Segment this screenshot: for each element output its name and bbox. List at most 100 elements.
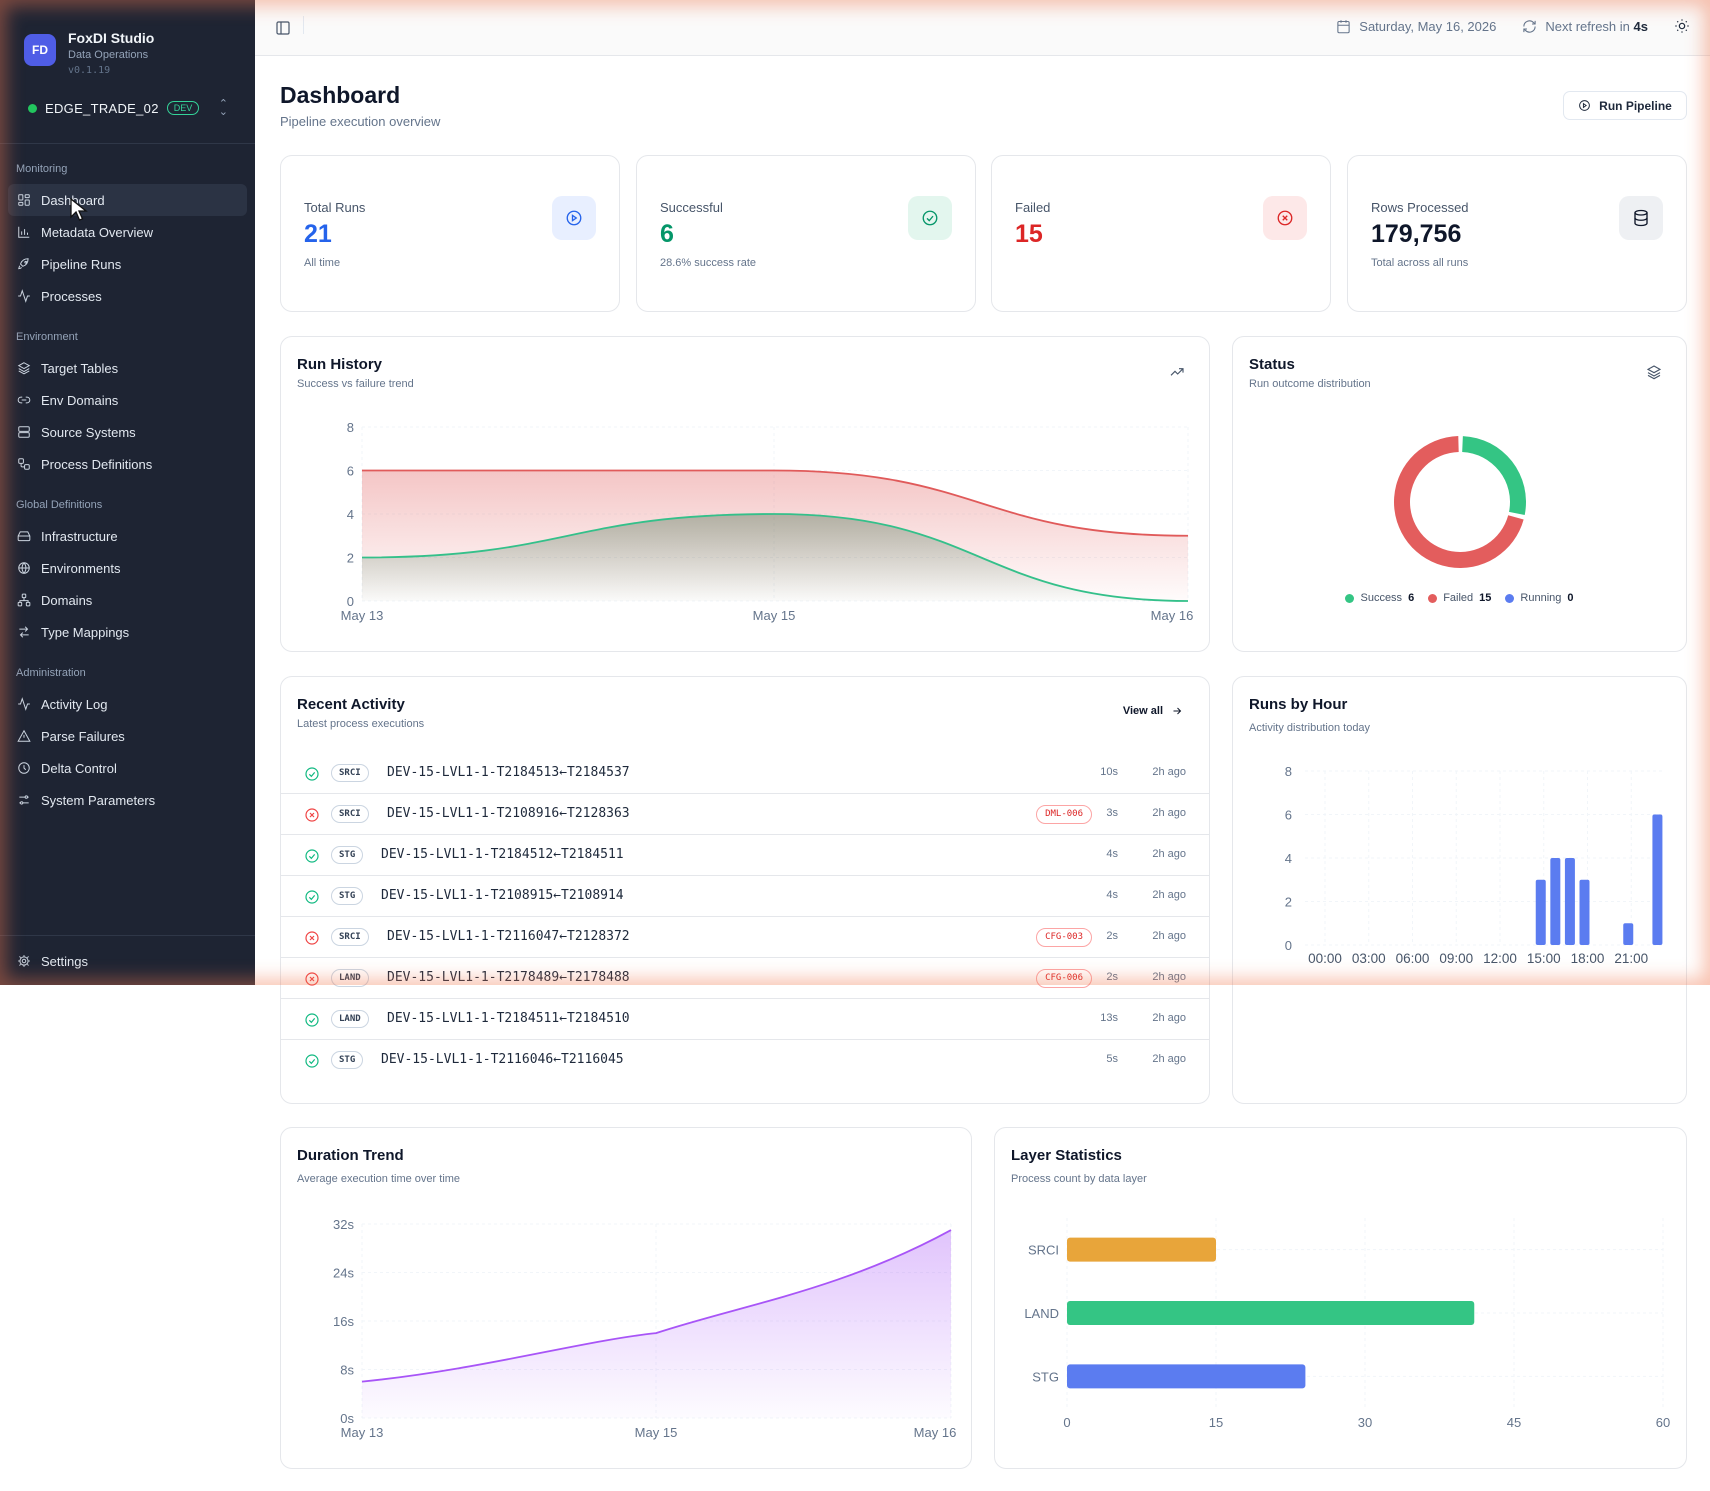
activity-row[interactable]: LAND DEV-15-LVL1-1-T2184511←T2184510 13s… [281, 999, 1209, 1040]
sidebar-toggle-icon[interactable] [275, 20, 291, 36]
run-history-chart: 0 2 4 6 8 May 13 May 15 May 16 [341, 420, 1194, 623]
dashboard-icon [18, 194, 30, 206]
run-history-card: Run History Success vs failure trend 0 2 4… [280, 336, 1210, 652]
sidebar-item-target-tables[interactable]: Target Tables [8, 352, 247, 384]
workflow-icon [18, 458, 30, 470]
sidebar-item-system-parameters[interactable]: System Parameters [8, 784, 247, 816]
x-circle-icon [304, 971, 320, 987]
sidebar-item-label: Infrastructure [41, 528, 118, 544]
layers-icon [17, 362, 31, 375]
sidebar-item-metadata-overview[interactable]: Metadata Overview [8, 216, 247, 248]
x-circle-icon [1277, 210, 1293, 226]
duration-trend-chart: 0s 8s 16s 24s 32s May 13 May 15 May 16 [333, 1217, 956, 1440]
y-tick-label: 32s [333, 1217, 354, 1232]
refresh-indicator[interactable]: Next refresh in 4s [1522, 19, 1648, 34]
stat-label: Failed [1015, 200, 1051, 215]
y-tick-label: 0 [347, 594, 354, 609]
recent-activity-subtitle: Latest process executions [297, 718, 425, 730]
sidebar-item-infrastructure[interactable]: Infrastructure [8, 520, 247, 552]
legend-label: Success [1360, 592, 1403, 604]
theme-toggle-icon[interactable] [1674, 18, 1690, 34]
check-circle-icon [304, 1053, 320, 1069]
layer-badge: STG [331, 1051, 364, 1069]
sidebar-item-label: Env Domains [41, 392, 119, 408]
view-all-link[interactable]: View all [1123, 705, 1183, 717]
activity-row[interactable]: STG DEV-15-LVL1-1-T2108915←T2108914 4s 2… [281, 876, 1209, 917]
sidebar-divider [0, 143, 255, 144]
stat-note: Total across all runs [1371, 257, 1469, 269]
nav-section-label: Administration [16, 667, 86, 679]
sidebar-item-label: Environments [41, 560, 121, 576]
y-tick-label: SRCI [1028, 1243, 1059, 1258]
y-tick-label: 4 [347, 507, 354, 522]
hour-bar [1623, 923, 1634, 945]
sidebar-item-label: Delta Control [41, 760, 117, 776]
sidebar-item-type-mappings[interactable]: Type Mappings [8, 616, 247, 648]
sidebar-nav: Monitoring Dashboard Metadata Overview P… [8, 158, 247, 816]
check-circle-icon [304, 848, 320, 864]
x-tick-label: May 16 [1151, 608, 1194, 623]
layer-badge: STG [331, 846, 364, 864]
run-duration: 13s [1100, 1012, 1118, 1024]
process-name: DEV-15-LVL1-1-T2184511←T2184510 [387, 1011, 630, 1026]
play-circle-icon [1579, 100, 1591, 111]
brand-version: v0.1.19 [68, 65, 111, 76]
activity-row[interactable]: SRCI DEV-15-LVL1-1-T2116047←T2128372 CFG… [281, 917, 1209, 958]
activity-row[interactable]: LAND DEV-15-LVL1-1-T2178489←T2178488 CFG… [281, 958, 1209, 999]
sidebar-item-source-systems[interactable]: Source Systems [8, 416, 247, 448]
sidebar-item-pipeline-runs[interactable]: Pipeline Runs [8, 248, 247, 280]
topbar-separator [303, 16, 304, 34]
arrows-swap-icon [19, 626, 29, 638]
page-subtitle: Pipeline execution overview [280, 114, 441, 129]
trending-up-icon [1169, 364, 1185, 380]
current-date: Saturday, May 16, 2026 [1336, 19, 1496, 34]
activity-row[interactable]: SRCI DEV-15-LVL1-1-T2184513←T2184537 10s… [281, 753, 1209, 794]
activity-list: SRCI DEV-15-LVL1-1-T2184513←T2184537 10s… [281, 753, 1209, 1081]
sidebar-item-delta-control[interactable]: Delta Control [8, 752, 247, 784]
runs-by-hour-chart: 0 2 4 6 8 00:00 03:00 06:00 09:00 12:00 15:00 18:00… [1285, 764, 1665, 966]
layer-badge: LAND [331, 969, 369, 987]
sidebar-item-settings[interactable]: Settings [8, 945, 247, 977]
nav-section-label: Global Definitions [16, 499, 103, 511]
sidebar-item-environments[interactable]: Environments [8, 552, 247, 584]
x-tick-label: May 13 [341, 1425, 384, 1440]
sidebar-item-activity-log[interactable]: Activity Log [8, 688, 247, 720]
sidebar-item-label: Metadata Overview [41, 224, 153, 240]
sidebar-item-parse-failures[interactable]: Parse Failures [8, 720, 247, 752]
current-date-text: Saturday, May 16, 2026 [1359, 18, 1497, 34]
refresh-icon [1523, 19, 1537, 33]
activity-row[interactable]: SRCI DEV-15-LVL1-1-T2108916←T2128363 DML… [281, 794, 1209, 835]
sidebar-item-process-definitions[interactable]: Process Definitions [8, 448, 247, 480]
legend-item-success: Success 6 [1345, 592, 1414, 604]
legend-label: Failed [1443, 592, 1474, 604]
activity-row[interactable]: STG DEV-15-LVL1-1-T2184512←T2184511 4s 2… [281, 835, 1209, 876]
process-name: DEV-15-LVL1-1-T2108916←T2128363 [387, 806, 630, 821]
activity-row[interactable]: STG DEV-15-LVL1-1-T2116046←T2116045 5s 2… [281, 1040, 1209, 1081]
stat-value: 15 [1015, 220, 1043, 248]
globe-icon [18, 562, 30, 574]
sidebar-item-dashboard[interactable]: Dashboard [8, 184, 247, 216]
y-tick-label: 6 [1285, 808, 1292, 823]
layer-badge: LAND [331, 1010, 369, 1028]
layer-statistics-chart: 0 15 30 45 60 SRCI LAND STG [1024, 1218, 1670, 1430]
sidebar-item-processes[interactable]: Processes [8, 280, 247, 312]
status-legend: Success 6 Failed 15 Running 0 [1233, 592, 1686, 604]
environment-status-dot [28, 103, 37, 113]
sidebar-item-label: Processes [41, 288, 102, 304]
legend-label: Running [1520, 592, 1562, 604]
status-title: Status [1249, 356, 1295, 373]
check-circle-icon [304, 889, 320, 905]
x-tick-label: May 13 [341, 608, 384, 623]
layer-badge: STG [331, 887, 364, 905]
sidebar-item-domains[interactable]: Domains [8, 584, 247, 616]
check-circle-icon [304, 766, 320, 782]
x-tick-label: 60 [1656, 1415, 1670, 1430]
status-card: Status Run outcome distribution Success … [1232, 336, 1687, 652]
duration-line [361, 1229, 952, 1383]
environment-switcher[interactable]: EDGE_TRADE_02 DEV ⌃ ⌄ [28, 99, 228, 118]
process-name: DEV-15-LVL1-1-T2184513←T2184537 [387, 765, 630, 780]
sidebar-item-env-domains[interactable]: Env Domains [8, 384, 247, 416]
run-history-subtitle: Success vs failure trend [297, 378, 414, 390]
clock-icon [18, 762, 30, 774]
run-pipeline-button[interactable]: Run Pipeline [1563, 91, 1687, 120]
